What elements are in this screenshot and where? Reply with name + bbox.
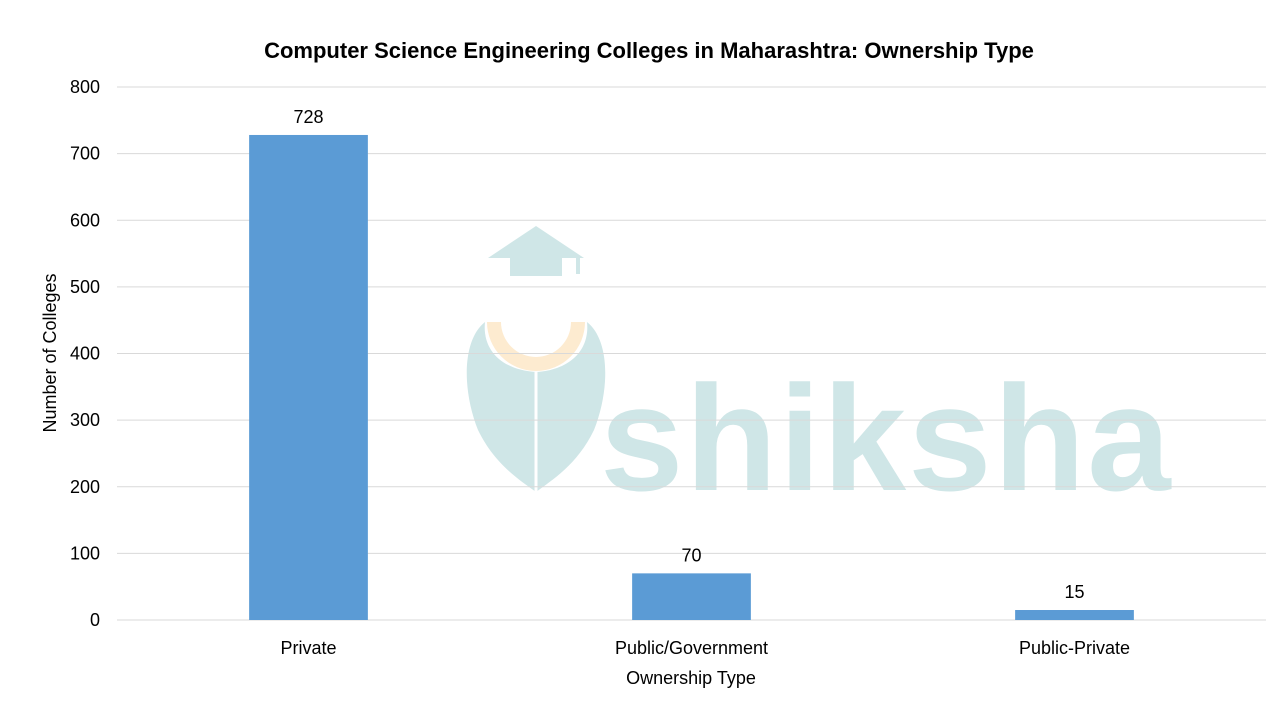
- bars: [249, 134, 1134, 620]
- bar: [632, 573, 751, 620]
- shiksha-logo-icon: [466, 226, 606, 492]
- watermark-text: shiksha: [600, 354, 1173, 522]
- y-tick-label: 300: [70, 410, 100, 430]
- y-tick-label: 700: [70, 144, 100, 164]
- x-axis-ticks: Private Public/Government Public-Private: [280, 638, 1130, 658]
- y-tick-label: 200: [70, 477, 100, 497]
- x-axis-label: Ownership Type: [626, 668, 756, 688]
- y-axis-ticks: 0 100 200 300 400 500 600 700 800: [70, 77, 100, 630]
- bar: [1015, 610, 1134, 620]
- y-tick-label: 800: [70, 77, 100, 97]
- data-label: 70: [681, 545, 701, 565]
- y-tick-label: 0: [90, 610, 100, 630]
- x-tick-label: Public-Private: [1019, 638, 1130, 658]
- y-axis-label: Number of Colleges: [40, 273, 60, 432]
- bar: [249, 134, 368, 620]
- data-labels: 728 70 15: [293, 107, 1084, 602]
- y-tick-label: 600: [70, 210, 100, 230]
- chart-title: Computer Science Engineering Colleges in…: [264, 38, 1034, 63]
- data-label: 15: [1064, 582, 1084, 602]
- x-tick-label: Public/Government: [615, 638, 768, 658]
- shiksha-watermark: shiksha: [466, 226, 1173, 522]
- data-label: 728: [293, 107, 323, 127]
- y-tick-label: 500: [70, 277, 100, 297]
- y-tick-label: 100: [70, 543, 100, 563]
- x-tick-label: Private: [280, 638, 336, 658]
- y-tick-label: 400: [70, 344, 100, 364]
